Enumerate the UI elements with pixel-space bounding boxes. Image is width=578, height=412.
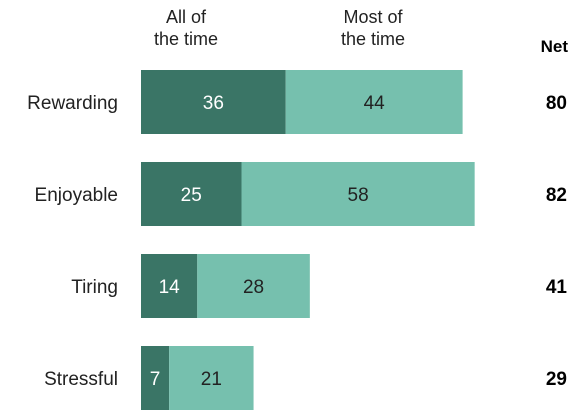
bar-enjoyable-all bbox=[141, 162, 242, 226]
value-label-tiring-most: 28 bbox=[243, 277, 264, 298]
legend-all-of-the-time: All of the time bbox=[131, 6, 241, 50]
bar-rewarding-most bbox=[285, 70, 463, 134]
value-label-stressful-all: 7 bbox=[150, 369, 161, 390]
value-label-stressful-most: 21 bbox=[201, 369, 222, 390]
value-label-rewarding-most: 44 bbox=[364, 93, 386, 114]
category-label-rewarding: Rewarding bbox=[27, 93, 118, 114]
legend-label-most: Most of the time bbox=[340, 7, 406, 49]
legend-label-all: All of the time bbox=[153, 7, 219, 49]
bar-tiring-all bbox=[141, 254, 198, 318]
net-value-enjoyable: 82 bbox=[546, 185, 567, 206]
value-label-enjoyable-most: 58 bbox=[348, 185, 369, 206]
value-label-enjoyable-all: 25 bbox=[181, 185, 202, 206]
category-label-stressful: Stressful bbox=[44, 369, 118, 390]
net-header: Net bbox=[540, 37, 568, 56]
net-value-stressful: 29 bbox=[546, 369, 567, 390]
bar-stressful-all bbox=[141, 346, 170, 410]
value-label-tiring-all: 14 bbox=[159, 277, 181, 298]
legend-most-of-the-time: Most of the time bbox=[318, 6, 428, 50]
bar-rewarding-all bbox=[141, 70, 286, 134]
net-value-rewarding: 80 bbox=[546, 93, 567, 114]
category-label-enjoyable: Enjoyable bbox=[35, 185, 118, 206]
bar-enjoyable-most bbox=[241, 162, 475, 226]
value-label-rewarding-all: 36 bbox=[203, 93, 224, 114]
bar-stressful-most bbox=[169, 346, 254, 410]
category-label-tiring: Tiring bbox=[71, 277, 118, 298]
bar-tiring-most bbox=[197, 254, 310, 318]
net-value-tiring: 41 bbox=[546, 277, 568, 298]
